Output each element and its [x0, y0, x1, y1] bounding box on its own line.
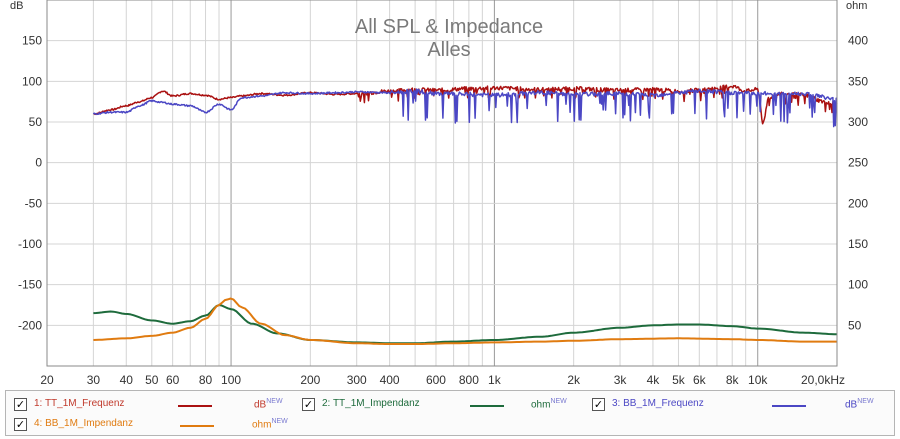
legend-unit: ohmNEW [252, 418, 288, 431]
left-axis-unit: dB [10, 0, 23, 12]
legend: ✓ 1: TT_1M_Frequenz dBNEW ✓ 2: TT_1M_Imp… [5, 390, 895, 436]
legend-swatch [180, 425, 214, 427]
left-tick-label: -200 [18, 318, 42, 332]
legend-label: 1: TT_1M_Frequenz [34, 398, 125, 409]
left-tick-label: -50 [25, 196, 43, 210]
legend-swatch [772, 405, 806, 407]
plot-frame [46, 0, 838, 367]
legend-checkbox[interactable]: ✓ [14, 398, 27, 411]
legend-label: 4: BB_1M_Impendanz [34, 418, 133, 429]
legend-checkbox[interactable]: ✓ [302, 398, 315, 411]
legend-item-tt-impendanz[interactable]: ✓ 2: TT_1M_Impendanz ohmNEW [302, 396, 592, 414]
right-tick-label: 350 [848, 74, 868, 88]
legend-item-tt-frequenz[interactable]: ✓ 1: TT_1M_Frequenz dBNEW [14, 396, 304, 414]
x-tick-label: 200 [300, 373, 320, 387]
x-tick-label: 3k [614, 373, 628, 387]
series-layer [92, 84, 838, 345]
left-tick-label: -100 [18, 237, 42, 251]
x-tick-label: 600 [426, 373, 446, 387]
x-tick-label: 30 [87, 373, 101, 387]
x-tick-label: 8k [726, 373, 740, 387]
x-tick-label: 40 [120, 373, 134, 387]
grid [46, 0, 838, 366]
x-tick-label: 20,0kHz [801, 373, 845, 387]
legend-label: 2: TT_1M_Impendanz [322, 398, 420, 409]
legend-swatch [178, 405, 212, 407]
right-tick-label: 250 [848, 156, 868, 170]
legend-item-bb-frequenz[interactable]: ✓ 3: BB_1M_Frequenz dBNEW [592, 396, 882, 414]
right-axis-unit: ohm [846, 0, 867, 12]
series-line-3 [92, 88, 838, 128]
x-tick-label: 6k [693, 373, 707, 387]
x-tick-label: 800 [459, 373, 479, 387]
left-tick-label: -150 [18, 278, 42, 292]
legend-checkbox[interactable]: ✓ [14, 418, 27, 431]
x-tick-label: 80 [199, 373, 213, 387]
left-tick-label: 50 [29, 115, 43, 129]
frequency-response-chart: 150 100 50 0 -50 -100 -150 -200 400 350 300 250 200… [10, 0, 868, 387]
right-tick-label: 300 [848, 115, 868, 129]
legend-label: 3: BB_1M_Frequenz [612, 398, 704, 409]
legend-swatch [470, 405, 504, 407]
x-tick-label: 1k [488, 373, 502, 387]
chart-subtitle: Alles [427, 39, 470, 61]
x-tick-label: 60 [166, 373, 180, 387]
legend-unit: dBNEW [254, 398, 283, 411]
series-line-2 [93, 304, 838, 345]
legend-checkbox[interactable]: ✓ [592, 398, 605, 411]
right-tick-label: 100 [848, 278, 868, 292]
left-tick-label: 150 [22, 34, 42, 48]
x-tick-label: 10k [748, 373, 768, 387]
x-tick-label: 300 [347, 373, 367, 387]
series-line-4 [93, 297, 837, 345]
x-tick-label: 2k [567, 373, 581, 387]
x-axis-ticks: 20 30 40 50 60 80 100 200 300 400 600 800 1k 2k 3k 4k 5k… [40, 373, 845, 387]
x-tick-label: 5k [672, 373, 686, 387]
legend-unit: ohmNEW [531, 398, 567, 411]
x-tick-label: 400 [380, 373, 400, 387]
legend-unit: dBNEW [845, 398, 874, 411]
right-tick-label: 50 [848, 318, 862, 332]
left-tick-label: 100 [22, 74, 42, 88]
right-tick-label: 400 [848, 34, 868, 48]
right-tick-label: 150 [848, 237, 868, 251]
left-tick-label: 0 [35, 156, 42, 170]
right-tick-label: 200 [848, 196, 868, 210]
x-tick-label: 4k [647, 373, 661, 387]
legend-item-bb-impendanz[interactable]: ✓ 4: BB_1M_Impendanz ohmNEW [14, 416, 304, 434]
left-axis-ticks: 150 100 50 0 -50 -100 -150 -200 [18, 34, 42, 333]
x-tick-label: 20 [40, 373, 54, 387]
x-tick-label: 50 [145, 373, 159, 387]
x-tick-label: 100 [221, 373, 241, 387]
chart-title: All SPL & Impedance [355, 16, 543, 38]
right-axis-ticks: 400 350 300 250 200 150 100 50 [848, 34, 868, 333]
